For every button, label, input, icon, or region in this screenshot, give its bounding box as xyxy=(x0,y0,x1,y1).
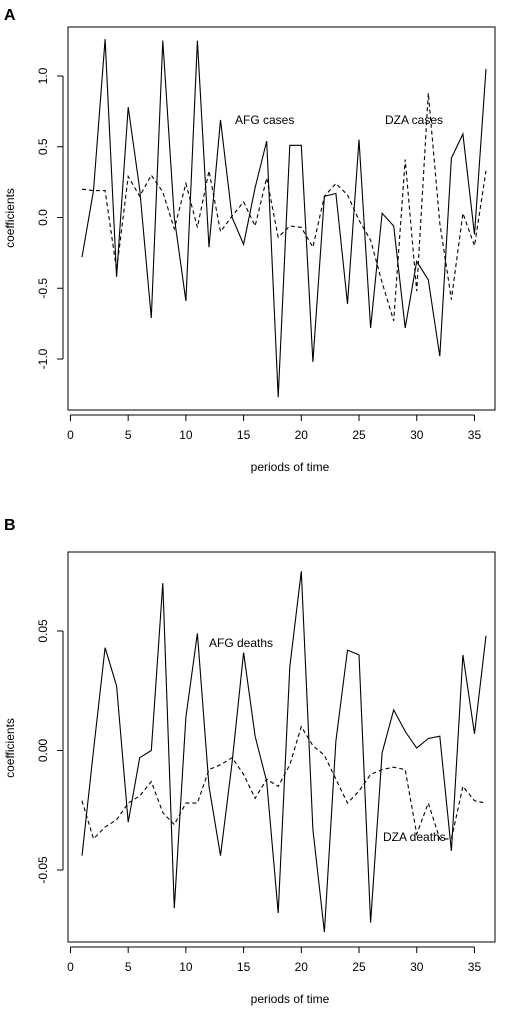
panel-a-plot-frame xyxy=(67,26,496,411)
panel-b-letter: B xyxy=(4,517,16,534)
x-tick-label: 5 xyxy=(125,428,132,442)
panel-b-x-axis-title: periods of time xyxy=(251,992,330,1006)
panel-a-y-axis: -1.0 -0.5 0.0 0.5 1.0 xyxy=(36,67,64,369)
x-tick-label: 35 xyxy=(468,428,482,442)
y-tick-label: 0.00 xyxy=(36,738,50,762)
x-tick-label: 25 xyxy=(352,428,366,442)
x-tick-label: 25 xyxy=(352,960,366,974)
panel-b-plot-frame xyxy=(67,551,496,943)
x-tick-label: 10 xyxy=(179,960,193,974)
panel-a: A 0 5 10 15 20 25 30 35 -1.0 -0.5 0.0 0.5 1.0 perio… xyxy=(3,7,496,474)
y-tick-label: -1.0 xyxy=(36,348,50,369)
panel-b-annotation-afg-deaths: AFG deaths xyxy=(209,636,273,650)
x-tick-label: 5 xyxy=(125,960,132,974)
x-tick-label: 30 xyxy=(410,428,424,442)
panel-b-y-axis: -0.05 0.00 0.05 xyxy=(36,619,64,884)
y-tick-label: 0.5 xyxy=(36,138,50,155)
x-tick-label: 20 xyxy=(295,428,309,442)
panel-b-series-line-dashed xyxy=(81,725,487,840)
y-tick-label: 1.0 xyxy=(36,67,50,84)
panel-a-y-axis-title: coefficients xyxy=(3,188,17,248)
panel-a-series-line-dashed xyxy=(81,92,487,321)
x-tick-label: 0 xyxy=(67,428,74,442)
x-tick-label: 35 xyxy=(468,960,482,974)
panel-b-x-axis: 0 5 10 15 20 25 30 35 xyxy=(67,946,482,974)
panel-b: B 0 5 10 15 20 25 30 35 -0.05 0.00 0.05 periods o… xyxy=(3,517,496,1006)
y-tick-label: -0.5 xyxy=(36,278,50,299)
x-tick-label: 20 xyxy=(295,960,309,974)
panel-a-series-line-solid xyxy=(81,39,487,398)
panel-a-x-axis-title: periods of time xyxy=(251,460,330,474)
x-tick-label: 0 xyxy=(67,960,74,974)
panel-a-annotation-dza-cases: DZA cases xyxy=(385,113,443,127)
x-tick-label: 15 xyxy=(237,428,251,442)
y-tick-label: 0.05 xyxy=(36,619,50,643)
panel-b-series xyxy=(81,571,487,933)
x-tick-label: 15 xyxy=(237,960,251,974)
panel-a-x-axis: 0 5 10 15 20 25 30 35 xyxy=(67,414,482,442)
x-tick-label: 30 xyxy=(410,960,424,974)
panel-a-series xyxy=(81,39,487,398)
panel-b-annotation-dza-deaths: DZA deaths xyxy=(383,830,446,844)
panel-b-series-line-solid xyxy=(81,571,487,933)
panel-a-letter: A xyxy=(4,7,16,24)
y-tick-label: -0.05 xyxy=(36,856,50,884)
panel-a-annotation-afg-cases: AFG cases xyxy=(235,113,294,127)
panel-b-y-axis-title: coefficients xyxy=(3,718,17,778)
x-tick-label: 10 xyxy=(179,428,193,442)
y-tick-label: 0.0 xyxy=(36,209,50,226)
